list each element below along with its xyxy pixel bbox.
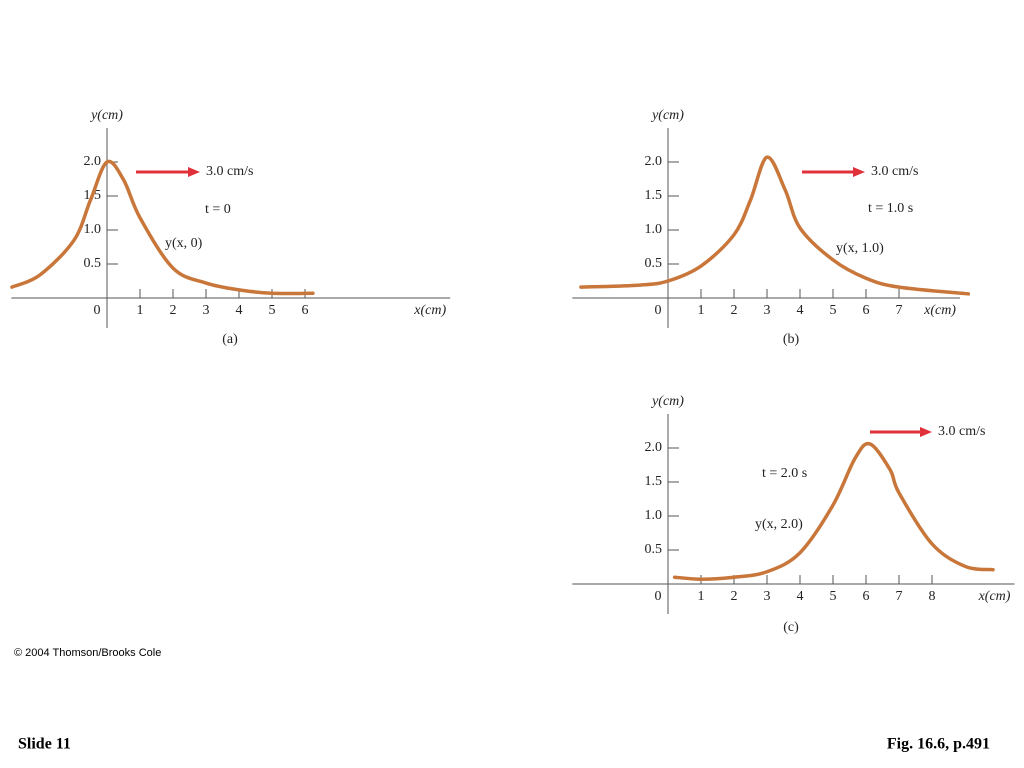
- x-tick-label: 4: [236, 303, 243, 318]
- y-tick-label: 0.5: [645, 542, 663, 557]
- x-tick-label: 1: [698, 589, 705, 604]
- x-tick-label: 5: [830, 303, 837, 318]
- speed-label: 3.0 cm/s: [938, 424, 985, 439]
- x-tick-label: 2: [170, 303, 177, 318]
- panel-caption: (c): [783, 620, 799, 635]
- x-tick-label: 0: [94, 303, 101, 318]
- x-tick-label: 2: [731, 303, 738, 318]
- x-axis-label: x(cm): [413, 303, 446, 318]
- x-tick-label: 3: [764, 303, 771, 318]
- x-tick-label: 3: [764, 589, 771, 604]
- x-axis-label: x(cm): [923, 303, 956, 318]
- y-tick-label: 1.0: [645, 508, 663, 523]
- y-tick-label: 1.5: [645, 188, 663, 203]
- x-tick-label: 5: [269, 303, 276, 318]
- x-tick-label: 4: [797, 303, 804, 318]
- y-tick-label: 1.0: [84, 222, 102, 237]
- x-tick-label: 7: [896, 303, 903, 318]
- wave-pulse: [10, 159, 315, 296]
- x-tick-label: 2: [731, 589, 738, 604]
- curve-label: y(x, 0): [165, 236, 203, 251]
- x-tick-label: 6: [863, 303, 870, 318]
- x-tick-label: 6: [302, 303, 309, 318]
- arrow-head: [853, 167, 865, 177]
- wave-pulse: [579, 155, 971, 296]
- x-tick-label: 3: [203, 303, 210, 318]
- x-tick-label: 6: [863, 589, 870, 604]
- x-tick-label: 0: [655, 589, 662, 604]
- x-tick-label: 1: [137, 303, 144, 318]
- speed-label: 3.0 cm/s: [206, 164, 253, 179]
- y-tick-label: 0.5: [84, 256, 102, 271]
- x-tick-label: 7: [896, 589, 903, 604]
- x-tick-label: 4: [797, 589, 804, 604]
- y-tick-label: 2.0: [84, 154, 102, 169]
- curve-label: y(x, 1.0): [836, 241, 884, 256]
- figure-ref: Fig. 16.6, p.491: [887, 736, 990, 753]
- x-axis-label: x(cm): [978, 589, 1011, 604]
- y-tick-label: 1.0: [645, 222, 663, 237]
- y-tick-label: 1.5: [645, 474, 663, 489]
- y-axis-label: y(cm): [650, 394, 684, 409]
- wave-pulse: [672, 441, 995, 581]
- slide-number: Slide 11: [18, 736, 71, 753]
- y-tick-label: 2.0: [645, 154, 663, 169]
- y-axis-label: y(cm): [89, 108, 123, 123]
- curve-label: y(x, 2.0): [755, 517, 803, 532]
- arrow-head: [188, 167, 200, 177]
- x-tick-label: 0: [655, 303, 662, 318]
- x-tick-label: 1: [698, 303, 705, 318]
- y-axis-label: y(cm): [650, 108, 684, 123]
- time-label: t = 0: [205, 202, 231, 217]
- time-label: t = 1.0 s: [868, 201, 913, 216]
- arrow-head: [920, 427, 932, 437]
- x-tick-label: 5: [830, 589, 837, 604]
- x-tick-label: 8: [929, 589, 936, 604]
- speed-label: 3.0 cm/s: [871, 164, 918, 179]
- y-tick-label: 0.5: [645, 256, 663, 271]
- panel-caption: (b): [783, 332, 800, 347]
- panel-caption: (a): [222, 332, 238, 347]
- y-tick-label: 2.0: [645, 440, 663, 455]
- copyright: © 2004 Thomson/Brooks Cole: [14, 647, 161, 659]
- time-label: t = 2.0 s: [762, 466, 807, 481]
